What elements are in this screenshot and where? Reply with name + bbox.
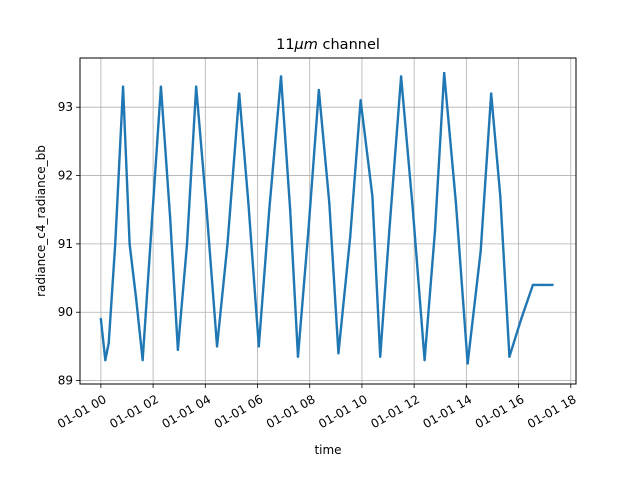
data-point — [134, 297, 138, 300]
data-point — [185, 242, 189, 246]
data-point — [150, 222, 153, 225]
y-tick-label: 90 — [58, 305, 73, 319]
data-point — [388, 229, 391, 232]
data-point — [433, 229, 437, 232]
data-point — [542, 283, 545, 287]
data-point — [531, 283, 535, 287]
data-point — [215, 345, 219, 348]
data-point — [508, 355, 511, 358]
data-point — [128, 242, 131, 246]
data-point — [489, 92, 493, 95]
data-point — [479, 249, 482, 252]
data-point — [176, 348, 180, 352]
data-point — [519, 317, 523, 321]
series-line — [99, 71, 554, 365]
data-point — [499, 194, 502, 198]
data-point — [466, 362, 469, 365]
data-point — [317, 88, 321, 92]
data-point — [442, 71, 446, 75]
x-axis-label: time — [314, 443, 341, 457]
data-point — [141, 358, 144, 362]
data-point — [371, 194, 374, 198]
data-point — [411, 208, 415, 211]
y-tick-label: 91 — [58, 237, 73, 251]
data-point — [226, 242, 229, 246]
data-point — [121, 85, 125, 88]
data-point — [268, 208, 271, 211]
data-point — [348, 235, 352, 239]
data-series-layer — [99, 71, 554, 365]
data-point — [238, 92, 241, 95]
data-point — [379, 355, 382, 358]
data-point — [194, 85, 198, 88]
data-point — [114, 242, 117, 246]
data-point — [159, 85, 163, 88]
data-point — [279, 75, 283, 78]
y-tick-label: 93 — [58, 100, 73, 114]
y-tick-label: 92 — [58, 169, 73, 183]
data-point — [359, 99, 362, 102]
plot-area-frame — [79, 57, 577, 385]
data-point — [296, 355, 300, 358]
data-point — [107, 341, 110, 345]
y-axis-label: radiance_c4_radiance_bb — [34, 145, 48, 297]
data-point — [168, 215, 172, 218]
data-point — [328, 201, 331, 205]
data-point — [551, 283, 554, 287]
data-point — [288, 208, 292, 211]
data-point — [104, 358, 107, 362]
data-point — [399, 75, 403, 78]
data-point — [205, 208, 208, 211]
chart-title: 11μm channel — [276, 37, 380, 53]
data-point — [307, 229, 310, 232]
data-point — [257, 345, 261, 348]
data-point — [247, 201, 250, 205]
data-point — [454, 201, 458, 205]
data-point — [99, 317, 103, 321]
y-tick-label: 89 — [58, 374, 73, 388]
data-point — [423, 358, 426, 362]
data-point — [337, 352, 340, 355]
